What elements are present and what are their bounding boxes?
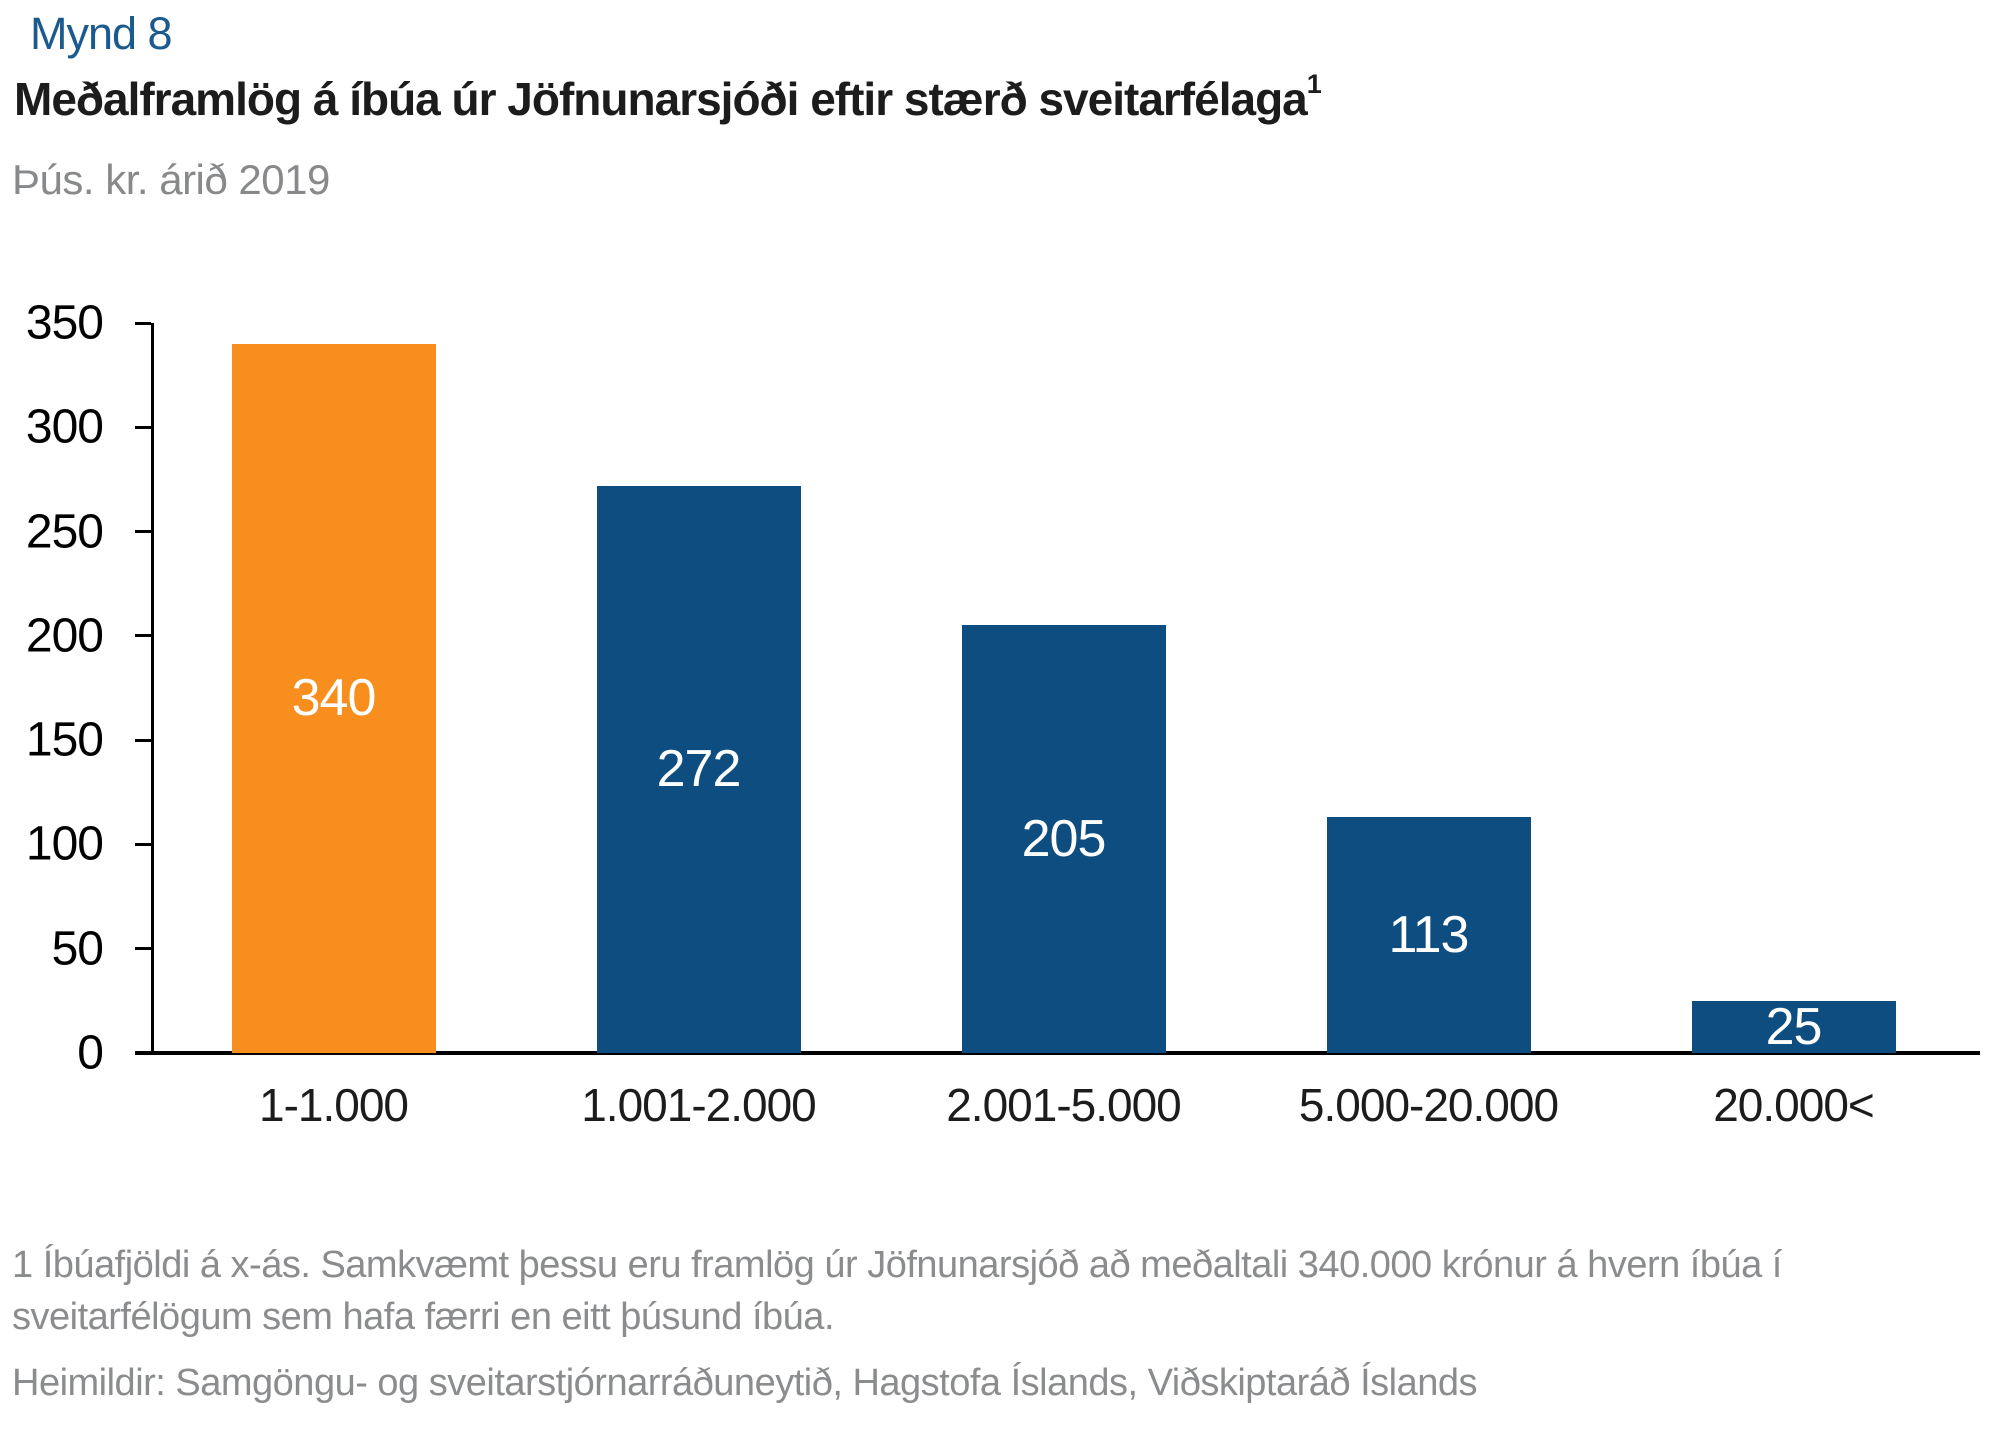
- y-axis-tick-label: 100: [25, 817, 104, 871]
- bar-20-000-: 25: [1691, 997, 1896, 1056]
- y-axis-tick-label: 150: [25, 713, 104, 767]
- y-axis-tick: [135, 634, 151, 638]
- bar-1-1-000: 340: [231, 343, 436, 1053]
- bar-value-label: 25: [1765, 997, 1823, 1056]
- x-axis-category-label: 2.001-5.000: [946, 1079, 1182, 1131]
- figure-title: Meðalframlög á íbúa úr Jöfnunarsjóði eft…: [14, 69, 1322, 126]
- bar-value-label: 205: [1021, 810, 1107, 869]
- footnote-line-1: 1 Íbúafjöldi á x-ás. Samkvæmt þessu eru …: [12, 1244, 1782, 1286]
- figure-unit-subtitle: Þús. kr. árið 2019: [12, 156, 330, 203]
- bar-5-000-20-000: 113: [1326, 817, 1531, 1053]
- footnote: 1 Íbúafjöldi á x-ás. Samkvæmt þessu eru …: [12, 1240, 1782, 1343]
- bar-value-label: 272: [656, 740, 742, 799]
- y-axis-tick: [135, 738, 151, 742]
- y-axis-tick-label: 200: [25, 609, 104, 663]
- y-axis-tick-label: 250: [25, 505, 104, 559]
- bar-value-label: 340: [291, 669, 377, 728]
- y-axis-tick: [135, 530, 151, 534]
- bar-1-001-2-000: 272: [596, 485, 801, 1053]
- figure-number: Mynd 8: [30, 8, 173, 59]
- footnote-marker: 1: [1306, 69, 1322, 99]
- y-axis-tick-label: 0: [77, 1026, 104, 1080]
- x-axis-category-label: 20.000<: [1713, 1079, 1875, 1131]
- x-axis-category-label: 5.000-20.000: [1298, 1079, 1559, 1131]
- x-axis-line: [135, 1051, 1980, 1055]
- figure-title-text: Meðalframlög á íbúa úr Jöfnunarsjóði eft…: [14, 73, 1308, 125]
- y-axis-tick: [135, 947, 151, 951]
- x-axis-category-label: 1-1.000: [258, 1079, 409, 1131]
- bar-value-label: 113: [1388, 906, 1470, 965]
- bar-2-001-5-000: 205: [961, 625, 1166, 1053]
- y-axis-tick-label: 350: [25, 296, 104, 350]
- y-axis-tick: [135, 321, 151, 325]
- y-axis-tick: [135, 425, 151, 429]
- y-axis-tick-label: 300: [25, 400, 104, 454]
- footnote-line-2: sveitarfélögum sem hafa færri en eitt þú…: [12, 1295, 835, 1338]
- y-axis-tick: [135, 842, 151, 846]
- y-axis-line: [151, 323, 154, 1053]
- y-axis-tick-label: 50: [51, 922, 104, 976]
- x-axis-category-label: 1.001-2.000: [581, 1079, 817, 1131]
- sources-line: Heimildir: Samgöngu- og sveitarstjórnarr…: [12, 1362, 1478, 1404]
